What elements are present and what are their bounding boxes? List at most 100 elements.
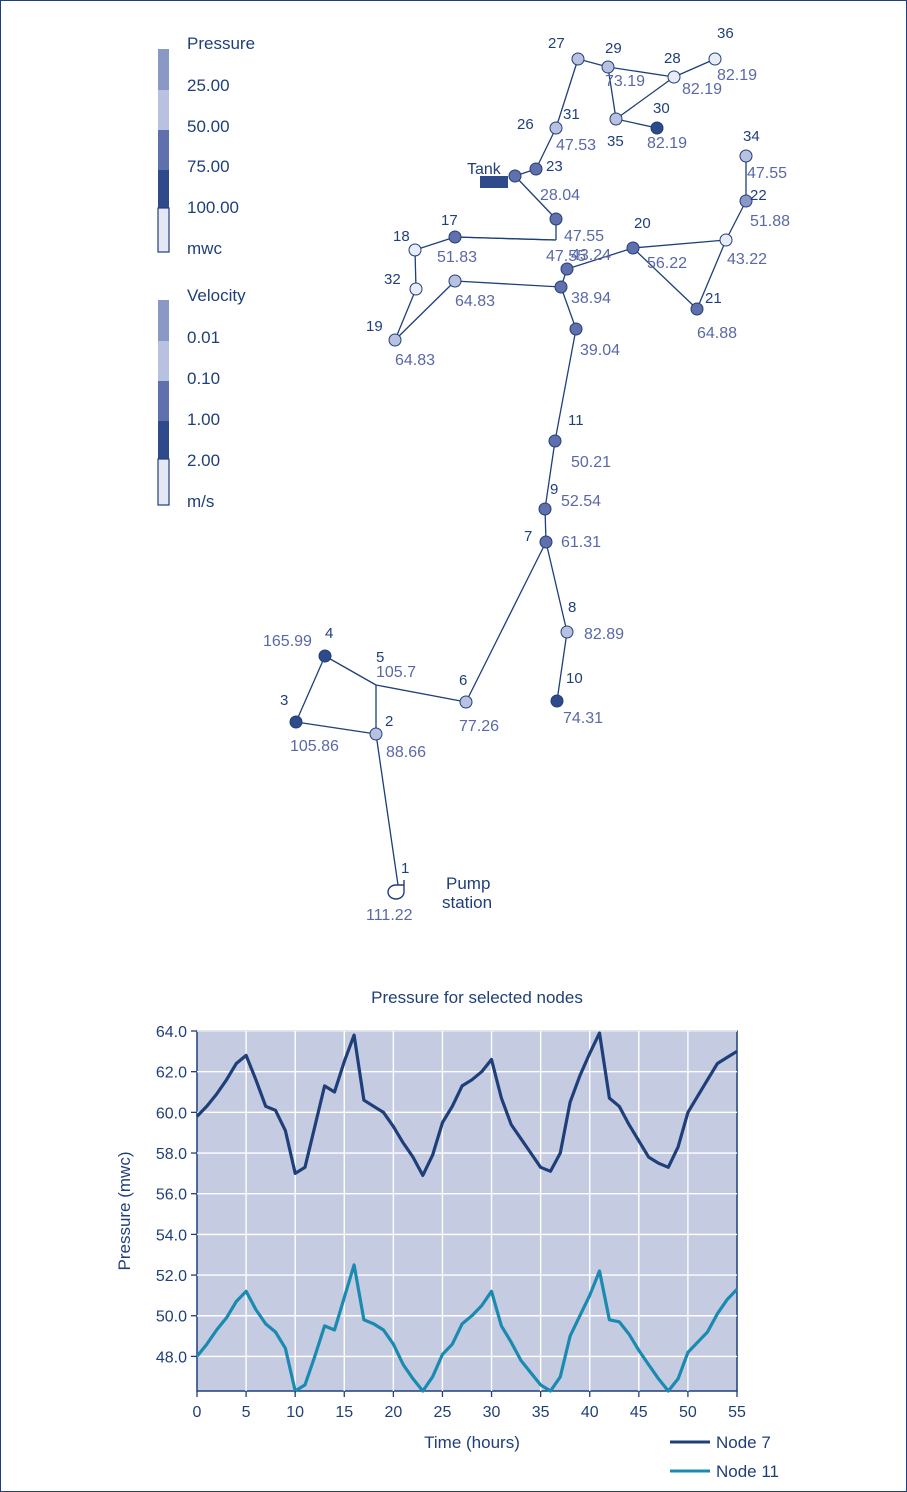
- junction-node[interactable]: [409, 282, 423, 296]
- pipe-segment: [454, 280, 562, 288]
- node-pressure-value: 64.83: [455, 293, 495, 310]
- pipe-segment: [465, 541, 547, 703]
- junction-node[interactable]: [739, 194, 753, 208]
- pressure-swatch-4: [158, 170, 169, 208]
- pipe-segment: [295, 721, 377, 735]
- node-pressure-value: 47.55: [564, 228, 604, 245]
- node-id-label: 10: [566, 670, 583, 687]
- junction-node[interactable]: [739, 149, 753, 163]
- node-pressure-value: 111.22: [366, 907, 413, 924]
- pipe-segment: [375, 684, 467, 703]
- node-pressure-value: 47.55: [546, 248, 586, 265]
- pipe-segment: [375, 733, 399, 886]
- node-pressure-value: 56.22: [647, 255, 687, 272]
- junction-node[interactable]: [550, 694, 564, 708]
- node-pressure-value: 82.19: [647, 135, 687, 152]
- junction-node[interactable]: [459, 695, 473, 709]
- plot-area: [196, 1030, 738, 1392]
- pipe-segment: [632, 247, 698, 310]
- junction-node[interactable]: [289, 715, 303, 729]
- junction-node[interactable]: [690, 302, 704, 316]
- junction-node[interactable]: [650, 121, 664, 135]
- node-pressure-value: 105.86: [290, 738, 339, 755]
- junction-node[interactable]: [538, 502, 552, 516]
- junction-node[interactable]: [719, 233, 733, 247]
- pressure-level-2: 50.00: [187, 117, 230, 136]
- node-id-label: 32: [384, 271, 401, 288]
- junction-node[interactable]: [549, 212, 563, 226]
- junction-node[interactable]: [708, 52, 722, 66]
- node-pressure-value: 64.83: [395, 352, 435, 369]
- node-id-label: 7: [524, 528, 532, 545]
- y-tick-label: 64.0: [156, 1024, 187, 1041]
- node-id-label: 3: [280, 692, 288, 709]
- node-pressure-value: 28.04: [540, 187, 580, 204]
- node-id-label: 29: [605, 40, 622, 57]
- junction-node[interactable]: [667, 70, 681, 84]
- x-tick-label: 40: [581, 1404, 599, 1421]
- pipe-segment: [545, 541, 568, 633]
- pipe-segment: [414, 236, 456, 251]
- y-tick-label: 58.0: [156, 1146, 187, 1163]
- pipe-segment: [555, 58, 579, 129]
- node-pressure-value: 105.7: [376, 664, 416, 681]
- velocity-swatch-4: [158, 421, 169, 459]
- junction-node[interactable]: [529, 162, 543, 176]
- pipe-segment: [615, 76, 675, 120]
- junction-node[interactable]: [388, 333, 402, 347]
- pipe-segment: [454, 236, 556, 241]
- junction-node[interactable]: [549, 121, 563, 135]
- pressure-level-1: 25.00: [187, 76, 230, 95]
- node-id-label: 20: [634, 215, 651, 232]
- junction-node[interactable]: [318, 649, 332, 663]
- pressure-swatch-5: [157, 207, 170, 253]
- x-tick-label: 35: [532, 1404, 550, 1421]
- junction-node[interactable]: [539, 535, 553, 549]
- node-id-label: 21: [705, 290, 722, 307]
- junction-node[interactable]: [626, 241, 640, 255]
- node-id-label: 5: [376, 649, 384, 666]
- node-pressure-value: 43.24: [571, 247, 611, 264]
- junction-node[interactable]: [548, 434, 562, 448]
- junction-node[interactable]: [571, 52, 585, 66]
- velocity-legend: Velocity 0.01 0.10 1.00 2.00 m/s: [157, 286, 246, 511]
- y-tick-label: 54.0: [156, 1227, 187, 1244]
- tank-icon: [480, 176, 508, 188]
- pipe-segment: [554, 328, 577, 442]
- y-tick-label: 56.0: [156, 1187, 187, 1204]
- y-tick-label: 48.0: [156, 1349, 187, 1366]
- velocity-swatch-2: [158, 341, 169, 381]
- network-pipes: [295, 58, 747, 886]
- x-axis: 0 5 10 15 20 25 30 35 40 45 50 55: [193, 1391, 746, 1421]
- junction-node[interactable]: [560, 625, 574, 639]
- node-pressure-value: 51.88: [750, 213, 790, 230]
- junction-node[interactable]: [554, 280, 568, 294]
- x-tick-label: 25: [434, 1404, 452, 1421]
- junction-node[interactable]: [609, 112, 623, 126]
- node-id-label: 2: [385, 713, 393, 730]
- y-tick-label: 60.0: [156, 1105, 187, 1122]
- node-pressure-value: 64.88: [697, 325, 737, 342]
- x-axis-label: Time (hours): [424, 1433, 520, 1452]
- junction-node[interactable]: [408, 243, 422, 257]
- junction-node[interactable]: [448, 274, 462, 288]
- pipe-segment: [632, 239, 727, 249]
- pressure-unit: mwc: [187, 239, 222, 258]
- pipe-segment: [607, 66, 675, 78]
- series-line-node-11: [195, 1263, 739, 1393]
- junction-node[interactable]: [508, 169, 522, 183]
- junction-node[interactable]: [369, 727, 383, 741]
- pipe-segment: [560, 286, 577, 330]
- junction-node[interactable]: [601, 60, 615, 74]
- y-axis: 64.0 62.0 60.0 58.0 56.0 54.0 52.0 50.0 48.0: [156, 1024, 197, 1366]
- pipe-segment: [696, 239, 727, 310]
- x-tick-label: 30: [483, 1404, 501, 1421]
- junction-node[interactable]: [448, 230, 462, 244]
- node-id-label: 22: [750, 187, 767, 204]
- node-id-label: 8: [568, 599, 576, 616]
- node-id-label: 9: [550, 481, 558, 498]
- junction-node[interactable]: [560, 262, 574, 276]
- node-id-label: 18: [393, 228, 410, 245]
- velocity-legend-title: Velocity: [187, 286, 246, 305]
- junction-node[interactable]: [569, 322, 583, 336]
